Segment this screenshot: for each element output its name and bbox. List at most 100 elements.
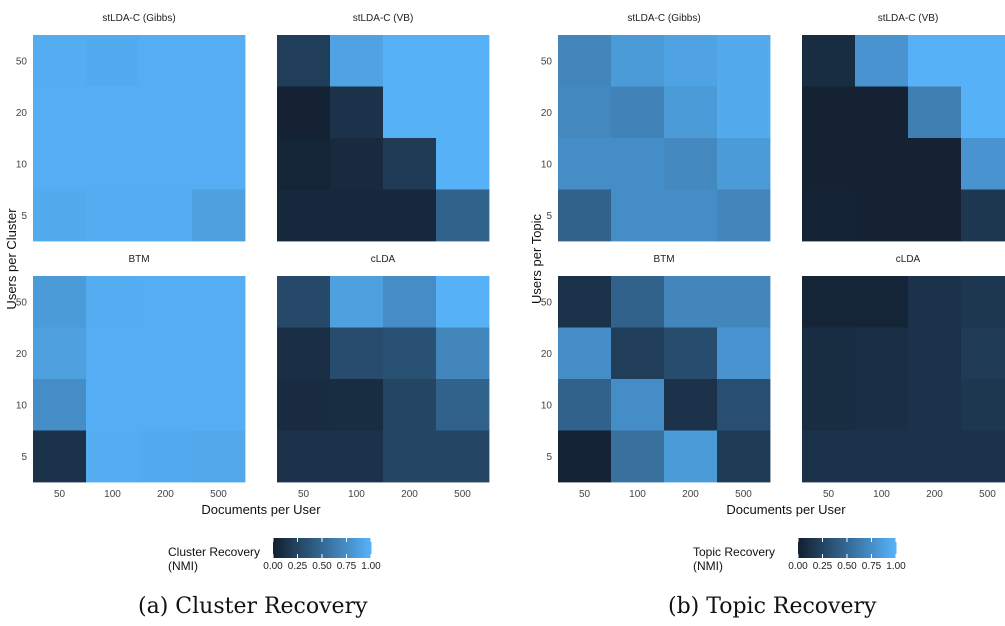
heatmap-cell — [86, 86, 140, 139]
heatmap-cell — [611, 138, 665, 190]
heatmap-cell — [611, 430, 665, 483]
legend-gradient-step — [334, 538, 338, 558]
legend-gradient-step — [866, 538, 870, 558]
heatmap-cell — [139, 276, 193, 328]
legend-gradient-step — [292, 538, 296, 558]
heatmap-cell — [961, 189, 1005, 242]
heatmap-cell — [558, 86, 612, 139]
heatmap-cell — [855, 86, 909, 139]
heatmap-cell — [855, 379, 909, 431]
legend-gradient-step — [837, 538, 841, 558]
legend-gradient-step — [319, 538, 323, 558]
heatmap-cell — [277, 86, 331, 139]
heatmap-cell — [717, 86, 771, 139]
x-tick-label: 200 — [157, 489, 174, 500]
legend-gradient-step — [356, 538, 360, 558]
heatmap-cell — [33, 430, 87, 483]
y-tick-label: 50 — [541, 297, 553, 308]
x-tick-label: 50 — [579, 489, 591, 500]
heatmap-cell — [330, 327, 384, 380]
heatmap-cell — [192, 138, 246, 190]
legend-gradient-step — [314, 538, 318, 558]
legend-gradient-step — [873, 538, 877, 558]
heatmap-cell — [908, 86, 962, 139]
legend-gradient-step — [878, 538, 882, 558]
legend-tick-label: 0.75 — [337, 561, 357, 572]
heatmap-cell — [802, 430, 856, 483]
heatmap-cell — [961, 138, 1005, 190]
heatmap-cell — [611, 189, 665, 242]
legend-gradient-step — [329, 538, 333, 558]
heatmap-cell — [192, 189, 246, 242]
x-tick-label: 100 — [104, 489, 121, 500]
heatmap-cell — [192, 327, 246, 380]
x-axis-title: Documents per User — [726, 502, 846, 517]
legend-gradient-step — [812, 538, 816, 558]
legend-gradient-step — [893, 538, 897, 558]
heatmap-cell — [86, 189, 140, 242]
heatmap-cell — [908, 327, 962, 380]
x-tick-label: 200 — [401, 489, 418, 500]
heatmap-cell — [961, 276, 1005, 328]
heatmap-cell — [611, 35, 665, 87]
legend-gradient-step — [326, 538, 330, 558]
heatmap-cell — [436, 35, 490, 87]
heatmap-cell — [436, 86, 490, 139]
heatmap-cell — [139, 379, 193, 431]
heatmap-cell — [139, 138, 193, 190]
legend-gradient-step — [891, 538, 895, 558]
x-tick-label: 200 — [926, 489, 943, 500]
legend-gradient-step — [358, 538, 362, 558]
legend-gradient-step — [309, 538, 313, 558]
legend-gradient-step — [295, 538, 298, 558]
heatmap-cell — [139, 430, 193, 483]
heatmap-cell — [33, 86, 87, 139]
heatmap-cell — [330, 430, 384, 483]
heatmap-cell — [436, 379, 490, 431]
heatmap-cell — [802, 86, 856, 139]
panel-title: stLDA-C (VB) — [353, 13, 414, 24]
heatmap-cell — [664, 35, 718, 87]
legend-gradient-step — [331, 538, 335, 558]
y-tick-label: 20 — [541, 349, 553, 360]
y-axis-title: Users per Topic — [529, 213, 544, 304]
heatmap-cell — [664, 379, 718, 431]
heatmap-cell — [33, 189, 87, 242]
heatmap-cell — [139, 86, 193, 139]
legend-gradient-step — [832, 538, 836, 558]
legend-tick-label: 1.00 — [361, 561, 381, 572]
heatmap-cell — [277, 138, 331, 190]
legend-gradient-step — [842, 538, 846, 558]
y-axis-title: Users per Cluster — [4, 208, 19, 310]
heatmap-cell — [855, 189, 909, 242]
x-tick-label: 200 — [682, 489, 699, 500]
heatmap-cell — [802, 189, 856, 242]
legend-gradient-step — [282, 538, 286, 558]
legend-gradient-step — [363, 538, 367, 558]
heatmap-cell — [855, 430, 909, 483]
legend-gradient-step — [297, 538, 301, 558]
legend-tick-label: 0.25 — [813, 561, 833, 572]
heatmap-cell — [611, 276, 665, 328]
heatmap-cell — [802, 276, 856, 328]
heatmap-cell — [558, 189, 612, 242]
heatmap-cell — [664, 430, 718, 483]
y-tick-label: 50 — [16, 297, 28, 308]
heatmap-cell — [558, 35, 612, 87]
heatmap-cell — [855, 276, 909, 328]
x-tick-label: 100 — [629, 489, 646, 500]
heatmap-cell — [86, 35, 140, 87]
legend-gradient-step — [299, 538, 303, 558]
legend-gradient-step — [312, 538, 316, 558]
heatmap-cell — [277, 327, 331, 380]
legend-gradient-step — [290, 538, 294, 558]
heatmap-cell — [908, 379, 962, 431]
heatmap-cell — [961, 327, 1005, 380]
legend-tick-label: 0.50 — [837, 561, 857, 572]
legend-gradient-step — [285, 538, 289, 558]
legend-title-unit: (NMI) — [168, 559, 198, 573]
heatmap-cell — [33, 327, 87, 380]
y-tick-label: 10 — [16, 159, 28, 170]
heatmap-cell — [961, 430, 1005, 483]
panel-title: BTM — [128, 254, 149, 265]
